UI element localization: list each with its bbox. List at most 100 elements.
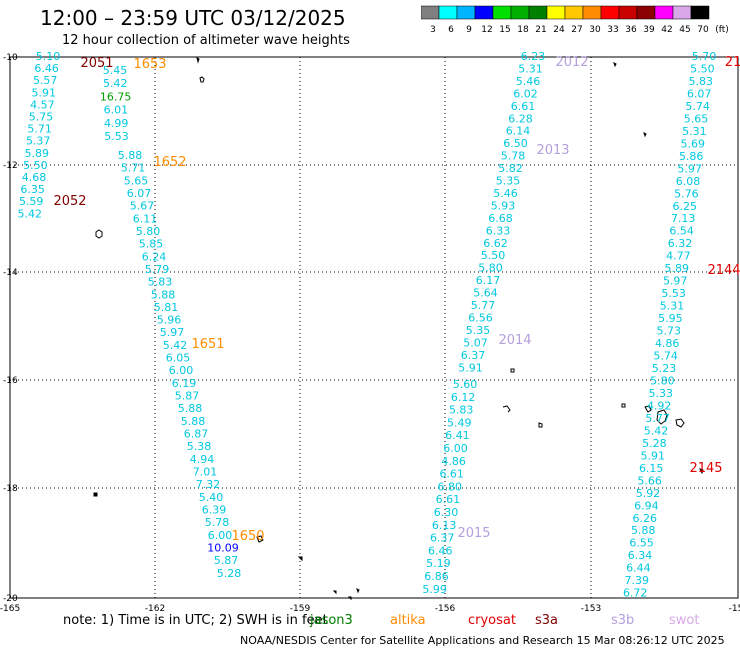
wave-height-value: 5.87 <box>214 554 239 567</box>
satellite-label-jason3: jason3 <box>310 613 353 628</box>
wave-height-value: 6.68 <box>488 212 513 225</box>
axis-ticks: -165 -162 -159 -156 -153 -15 -10 -12 -14 -16 -18 -2… <box>0 53 740 612</box>
wave-height-value: 5.83 <box>689 75 714 88</box>
wave-height-value: 5.50 <box>690 62 715 75</box>
wave-height-value: 6.28 <box>508 112 533 125</box>
wave-height-value: 4.77 <box>666 250 691 263</box>
map-frame <box>9 56 739 599</box>
wave-height-value: 5.89 <box>665 262 690 275</box>
legend-label: 18 <box>517 25 529 35</box>
legend-label: 70 <box>697 25 709 35</box>
wave-height-value: 5.40 <box>199 491 224 504</box>
legend-label: 15 <box>499 25 510 35</box>
wave-height-values: 5.106.465.575.914.575.755.715.375.895.50… <box>18 50 717 600</box>
legend-label: 45 <box>679 25 690 35</box>
wave-height-value: 6.33 <box>486 224 511 237</box>
wave-height-value: 6.23 <box>521 50 546 63</box>
legend-label: 39 <box>643 25 655 35</box>
wave-height-value: 4.57 <box>30 98 55 111</box>
wave-height-value: 6.00 <box>169 364 194 377</box>
wave-height-value: 5.82 <box>498 162 523 175</box>
pass-label: 1651 <box>191 337 224 352</box>
wave-height-value: 6.37 <box>430 532 455 545</box>
wave-height-value: 5.83 <box>148 276 173 289</box>
wave-height-value: 6.46 <box>428 544 453 557</box>
wave-height-value: 6.55 <box>629 537 654 550</box>
wave-height-value: 4.86 <box>655 337 680 350</box>
wave-height-value: 5.49 <box>447 416 472 429</box>
legend-swatch <box>690 5 710 20</box>
legend-label: 24 <box>553 25 565 35</box>
wave-height-value: 5.81 <box>154 301 179 314</box>
pass-label: 2052 <box>53 194 86 209</box>
pass-label: 2014 <box>498 333 531 348</box>
wave-height-value: 4.92 <box>647 399 672 412</box>
legend-label: 27 <box>571 25 582 35</box>
pass-labels: 2051 2052 1653 1652 1651 1650 2012 2013 2014 2015… <box>53 55 740 544</box>
wave-height-value: 5.10 <box>36 50 61 63</box>
wave-height-value: 5.88 <box>178 402 203 415</box>
wave-height-value: 5.74 <box>653 350 678 363</box>
lat-tick-label: -14 <box>3 268 18 278</box>
island <box>675 418 685 428</box>
wave-height-value: 5.91 <box>641 449 666 462</box>
wave-height-value: 5.71 <box>121 162 146 175</box>
wave-height-value: 5.88 <box>118 149 143 162</box>
wave-height-value: 5.28 <box>642 437 667 450</box>
wave-height-value: 6.13 <box>432 519 457 532</box>
wave-height-value: 5.77 <box>645 412 670 425</box>
island <box>621 403 626 408</box>
wave-height-value: 5.89 <box>25 147 50 160</box>
wave-height-value: 6.07 <box>127 187 152 200</box>
island <box>199 76 205 83</box>
island <box>699 468 704 475</box>
wave-height-value: 6.08 <box>676 175 701 188</box>
wave-height-value: 5.65 <box>684 112 709 125</box>
wave-height-value: 6.07 <box>687 87 712 100</box>
wave-height-value: 5.66 <box>637 474 662 487</box>
wave-height-value: 6.35 <box>20 183 45 196</box>
legend-label: 21 <box>535 25 546 35</box>
wave-height-value: 5.07 <box>463 336 488 349</box>
satellite-label-s3a: s3a <box>535 613 559 628</box>
wave-height-value: 6.12 <box>451 391 476 404</box>
island <box>644 405 652 413</box>
wave-height-value: 5.42 <box>163 339 188 352</box>
island <box>613 62 617 68</box>
wave-height-value: 5.37 <box>26 135 51 148</box>
wave-height-value: 16.75 <box>100 90 132 103</box>
color-legend: 3 6 9 12 15 18 21 24 27 30 33 36 39 42 45 70 (ft) <box>421 5 729 35</box>
legend-label: 12 <box>481 25 492 35</box>
wave-height-map: -165 -162 -159 -156 -153 -15 -10 -12 -14 -16 -18 -2… <box>0 50 740 612</box>
wave-height-value: 5.96 <box>157 314 182 327</box>
wave-height-value: 5.38 <box>187 440 212 453</box>
wave-height-value: 6.05 <box>166 352 191 365</box>
legend-label: 42 <box>661 25 672 35</box>
wave-height-value: 4.94 <box>190 453 215 466</box>
pass-label: 1650 <box>231 529 264 544</box>
wave-height-value: 5.95 <box>658 312 683 325</box>
wave-height-value: 5.75 <box>29 111 54 124</box>
wave-height-value: 5.31 <box>518 62 543 75</box>
wave-height-value: 5.91 <box>32 86 57 99</box>
lon-tick-label: -162 <box>145 604 165 612</box>
pass-label: 2144 <box>707 263 740 278</box>
satellite-label-swot: swot <box>669 613 700 628</box>
wave-height-value: 5.50 <box>481 249 506 262</box>
wave-height-value: 6.00 <box>208 529 233 542</box>
wave-height-value: 5.31 <box>660 300 685 313</box>
wave-height-value: 5.46 <box>516 75 541 88</box>
wave-height-value: 5.42 <box>644 424 669 437</box>
wave-height-value: 5.87 <box>175 390 200 403</box>
lat-tick-label: -20 <box>3 594 18 604</box>
satellite-label-cryosat: cryosat <box>468 613 516 628</box>
wave-height-value: 6.30 <box>434 506 459 519</box>
credit-line: NOAA/NESDIS Center for Satellite Applica… <box>240 634 725 647</box>
wave-height-value: 6.61 <box>436 493 461 506</box>
wave-height-value: 6.61 <box>511 100 536 113</box>
pass-label: 2013 <box>536 143 569 158</box>
wave-height-value: 6.72 <box>623 587 648 600</box>
island <box>656 409 668 425</box>
lon-tick-label: -159 <box>290 604 311 612</box>
island <box>347 596 352 601</box>
